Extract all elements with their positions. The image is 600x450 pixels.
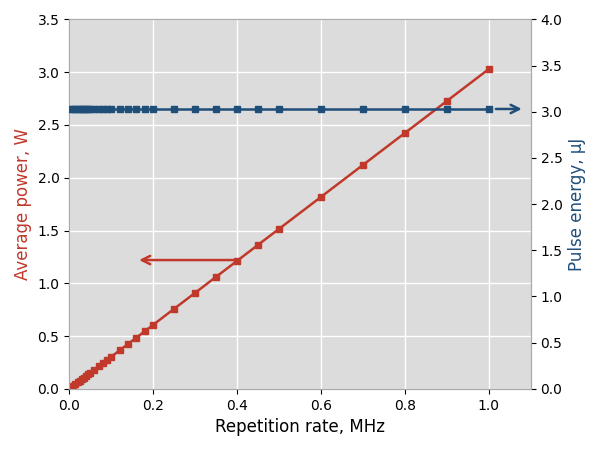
X-axis label: Repetition rate, MHz: Repetition rate, MHz bbox=[215, 418, 385, 436]
Y-axis label: Pulse energy, μJ: Pulse energy, μJ bbox=[568, 138, 586, 271]
Y-axis label: Average power, W: Average power, W bbox=[14, 128, 32, 280]
